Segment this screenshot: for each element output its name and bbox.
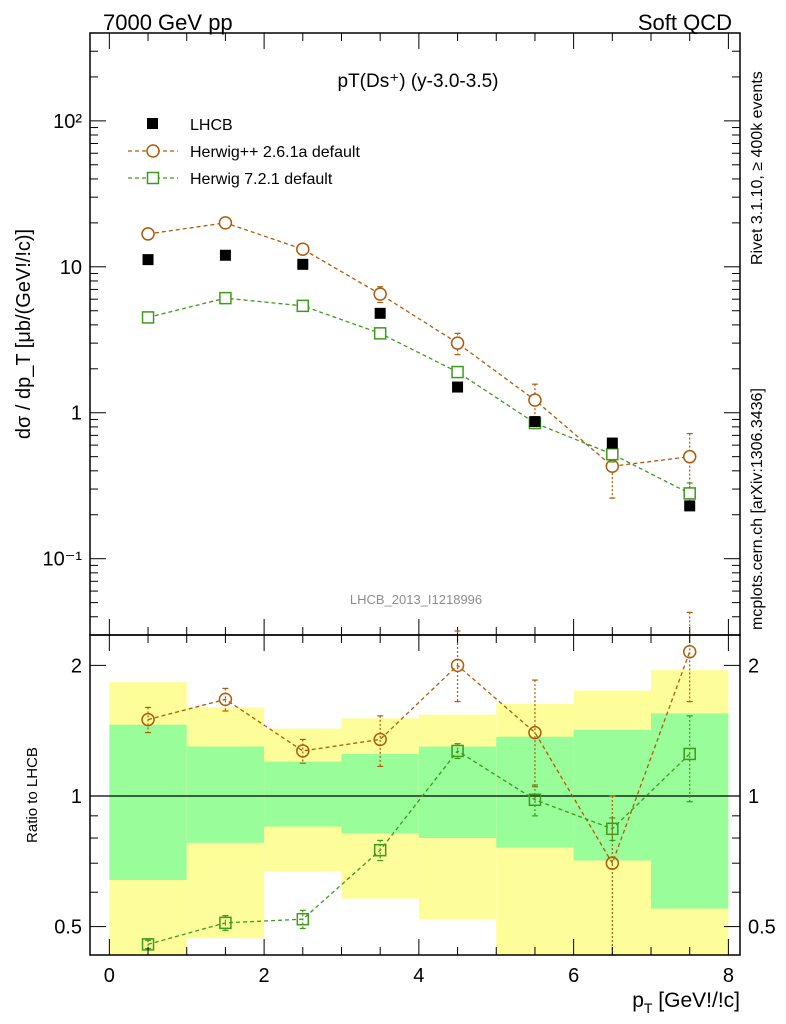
legend-marker-lhcb — [147, 118, 158, 129]
ratio-y-tick-label: 1 — [71, 786, 82, 808]
ratio-frame — [89, 634, 741, 956]
ratio-y-tick-label: 0.5 — [54, 917, 82, 939]
header-left: 7000 GeV pp — [103, 10, 233, 35]
point-lhcb — [297, 258, 309, 270]
ratio-point-herwigpp — [528, 725, 542, 740]
point-herwigpp — [296, 242, 310, 256]
point-lhcb — [606, 437, 618, 449]
rivet-label: Rivet 3.1.10, ≥ 400k events — [749, 71, 766, 265]
point-herwig7 — [606, 447, 619, 461]
uncertainty-band-green — [186, 746, 265, 843]
ratio-point-herwig7 — [606, 822, 619, 836]
point-lhcb — [142, 254, 154, 266]
x-tick-label: 0 — [104, 965, 115, 987]
ratio-point-herwigpp — [373, 732, 387, 747]
ratio-y-tick-label-right: 0.5 — [748, 917, 776, 939]
series-line-herwig7 — [147, 297, 690, 495]
uncertainty-band-green — [109, 724, 187, 881]
x-tick-label: 2 — [259, 965, 270, 987]
main-y-tick-label: 10 — [60, 257, 82, 279]
header-right: Soft QCD — [638, 10, 732, 35]
ratio-line-herwig7 — [147, 750, 691, 945]
point-herwigpp — [373, 287, 387, 301]
ratio-y-tick-label-right: 2 — [748, 655, 759, 677]
point-lhcb — [684, 500, 696, 512]
plot-title: pT(Ds⁺) (y-3.0-3.5) — [338, 71, 499, 92]
point-herwig7 — [219, 291, 232, 305]
ratio-line-herwigpp — [147, 651, 691, 865]
x-axis-label: pT [GeV!/!c] — [632, 989, 740, 1016]
ratio-point-herwigpp — [682, 645, 697, 659]
ratio-y-tick-label: 2 — [71, 655, 82, 677]
ratio-point-herwigpp — [296, 744, 310, 758]
legend-label-herwigpp: Herwig++ 2.6.1a default — [190, 144, 360, 161]
main-y-tick-label: 10² — [53, 111, 82, 133]
point-herwigpp — [682, 449, 697, 464]
ratio-point-herwig7 — [528, 793, 542, 807]
point-herwig7 — [373, 327, 387, 340]
point-herwigpp — [450, 336, 465, 350]
ratio-y-tick-label-right: 1 — [748, 786, 759, 808]
uncertainty-band-green — [496, 736, 574, 848]
main-panel: 10⁻¹ 1 10 10² pT(Ds⁺) (y-3.0-3.5) LHCB_2013… — [13, 32, 741, 636]
main-y-axis-label: dσ / dp_T [μb/(GeV!/!c)] — [13, 229, 35, 439]
point-herwig7 — [683, 487, 696, 500]
ratio-point-herwigpp — [218, 692, 233, 707]
ratio-point-herwig7 — [451, 744, 464, 758]
legend-label-herwig7: Herwig 7.2.1 default — [190, 171, 333, 188]
x-tick-label: 8 — [723, 965, 734, 987]
ratio-y-axis-label: Ratio to LHCB — [24, 747, 41, 843]
point-lhcb — [219, 249, 231, 261]
ratio-point-herwig7 — [296, 912, 310, 926]
uncertainty-band-green — [418, 746, 497, 839]
point-lhcb — [374, 307, 386, 319]
series-line-herwigpp — [147, 222, 690, 467]
ratio-point-herwig7 — [219, 916, 232, 930]
ratio-point-herwigpp — [141, 712, 155, 727]
main-y-tick-label: 10⁻¹ — [43, 549, 83, 571]
legend-label-lhcb: LHCB — [190, 117, 233, 134]
point-herwigpp — [528, 393, 542, 407]
point-herwigpp — [141, 227, 155, 241]
ratio-panel: 0.5 0.5 1 1 2 2 0 2 4 6 8 Ratio to LHCB — [24, 611, 776, 987]
point-lhcb — [452, 381, 464, 393]
legend: LHCB Herwig++ 2.6.1a default Herwig 7.2.… — [128, 117, 360, 188]
ratio-point-herwigpp — [450, 658, 465, 673]
uncertainty-band-green — [341, 753, 419, 834]
ratio-point-herwig7 — [683, 747, 696, 761]
main-y-tick-label: 1 — [71, 403, 82, 425]
point-herwigpp — [218, 216, 233, 230]
legend-marker-herwigpp — [146, 144, 160, 158]
x-tick-label: 4 — [413, 965, 424, 987]
point-herwig7 — [451, 365, 464, 379]
ratio-point-herwig7 — [373, 843, 387, 857]
analysis-label: LHCB_2013_I1218996 — [350, 592, 482, 607]
mcplots-label: mcplots.cern.ch [arXiv:1306.3436] — [749, 388, 766, 630]
legend-marker-herwig7 — [146, 171, 160, 185]
point-lhcb — [529, 416, 541, 428]
point-herwig7 — [296, 299, 310, 313]
uncertainty-band-green — [264, 761, 342, 827]
ratio-point-herwigpp — [605, 856, 620, 870]
x-tick-label: 6 — [568, 965, 579, 987]
main-frame — [89, 32, 741, 636]
uncertainty-band-green — [651, 713, 729, 909]
point-herwig7 — [141, 311, 155, 324]
